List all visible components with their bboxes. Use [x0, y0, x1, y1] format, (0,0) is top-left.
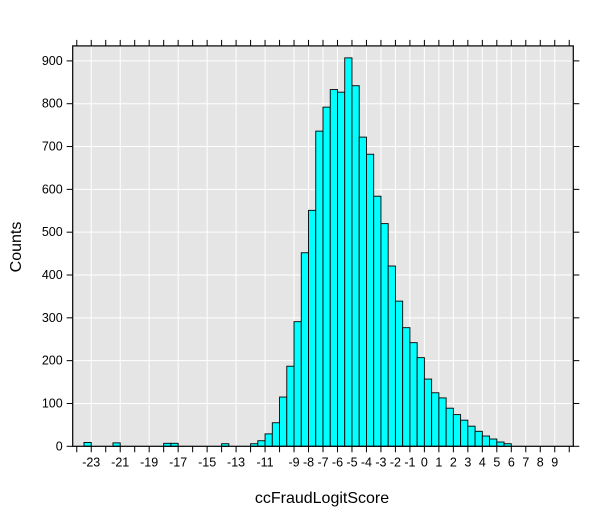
svg-text:300: 300: [42, 311, 63, 325]
svg-text:400: 400: [42, 268, 63, 282]
svg-text:100: 100: [42, 396, 63, 410]
svg-text:5: 5: [493, 455, 500, 469]
svg-text:-1: -1: [404, 455, 415, 469]
svg-text:-2: -2: [390, 455, 401, 469]
svg-text:-9: -9: [288, 455, 299, 469]
svg-text:800: 800: [42, 97, 63, 111]
svg-text:900: 900: [42, 54, 63, 68]
svg-text:-7: -7: [317, 455, 328, 469]
svg-text:6: 6: [508, 455, 515, 469]
svg-text:-19: -19: [140, 455, 158, 469]
svg-text:4: 4: [479, 455, 486, 469]
svg-text:-8: -8: [303, 455, 314, 469]
svg-text:8: 8: [537, 455, 544, 469]
svg-text:-13: -13: [227, 455, 245, 469]
svg-text:3: 3: [464, 455, 471, 469]
svg-text:2: 2: [450, 455, 457, 469]
svg-text:0: 0: [56, 439, 63, 453]
svg-text:600: 600: [42, 182, 63, 196]
svg-text:-15: -15: [198, 455, 216, 469]
svg-text:-4: -4: [361, 455, 372, 469]
svg-text:7: 7: [522, 455, 529, 469]
svg-text:-17: -17: [169, 455, 187, 469]
svg-text:-23: -23: [82, 455, 100, 469]
svg-text:-6: -6: [332, 455, 343, 469]
svg-text:200: 200: [42, 354, 63, 368]
svg-text:-21: -21: [111, 455, 129, 469]
svg-text:-11: -11: [256, 455, 273, 469]
svg-text:9: 9: [551, 455, 558, 469]
svg-text:-3: -3: [375, 455, 386, 469]
svg-text:-5: -5: [346, 455, 357, 469]
svg-text:500: 500: [42, 225, 63, 239]
svg-text:1: 1: [435, 455, 442, 469]
svg-text:0: 0: [421, 455, 428, 469]
svg-text:700: 700: [42, 140, 63, 154]
